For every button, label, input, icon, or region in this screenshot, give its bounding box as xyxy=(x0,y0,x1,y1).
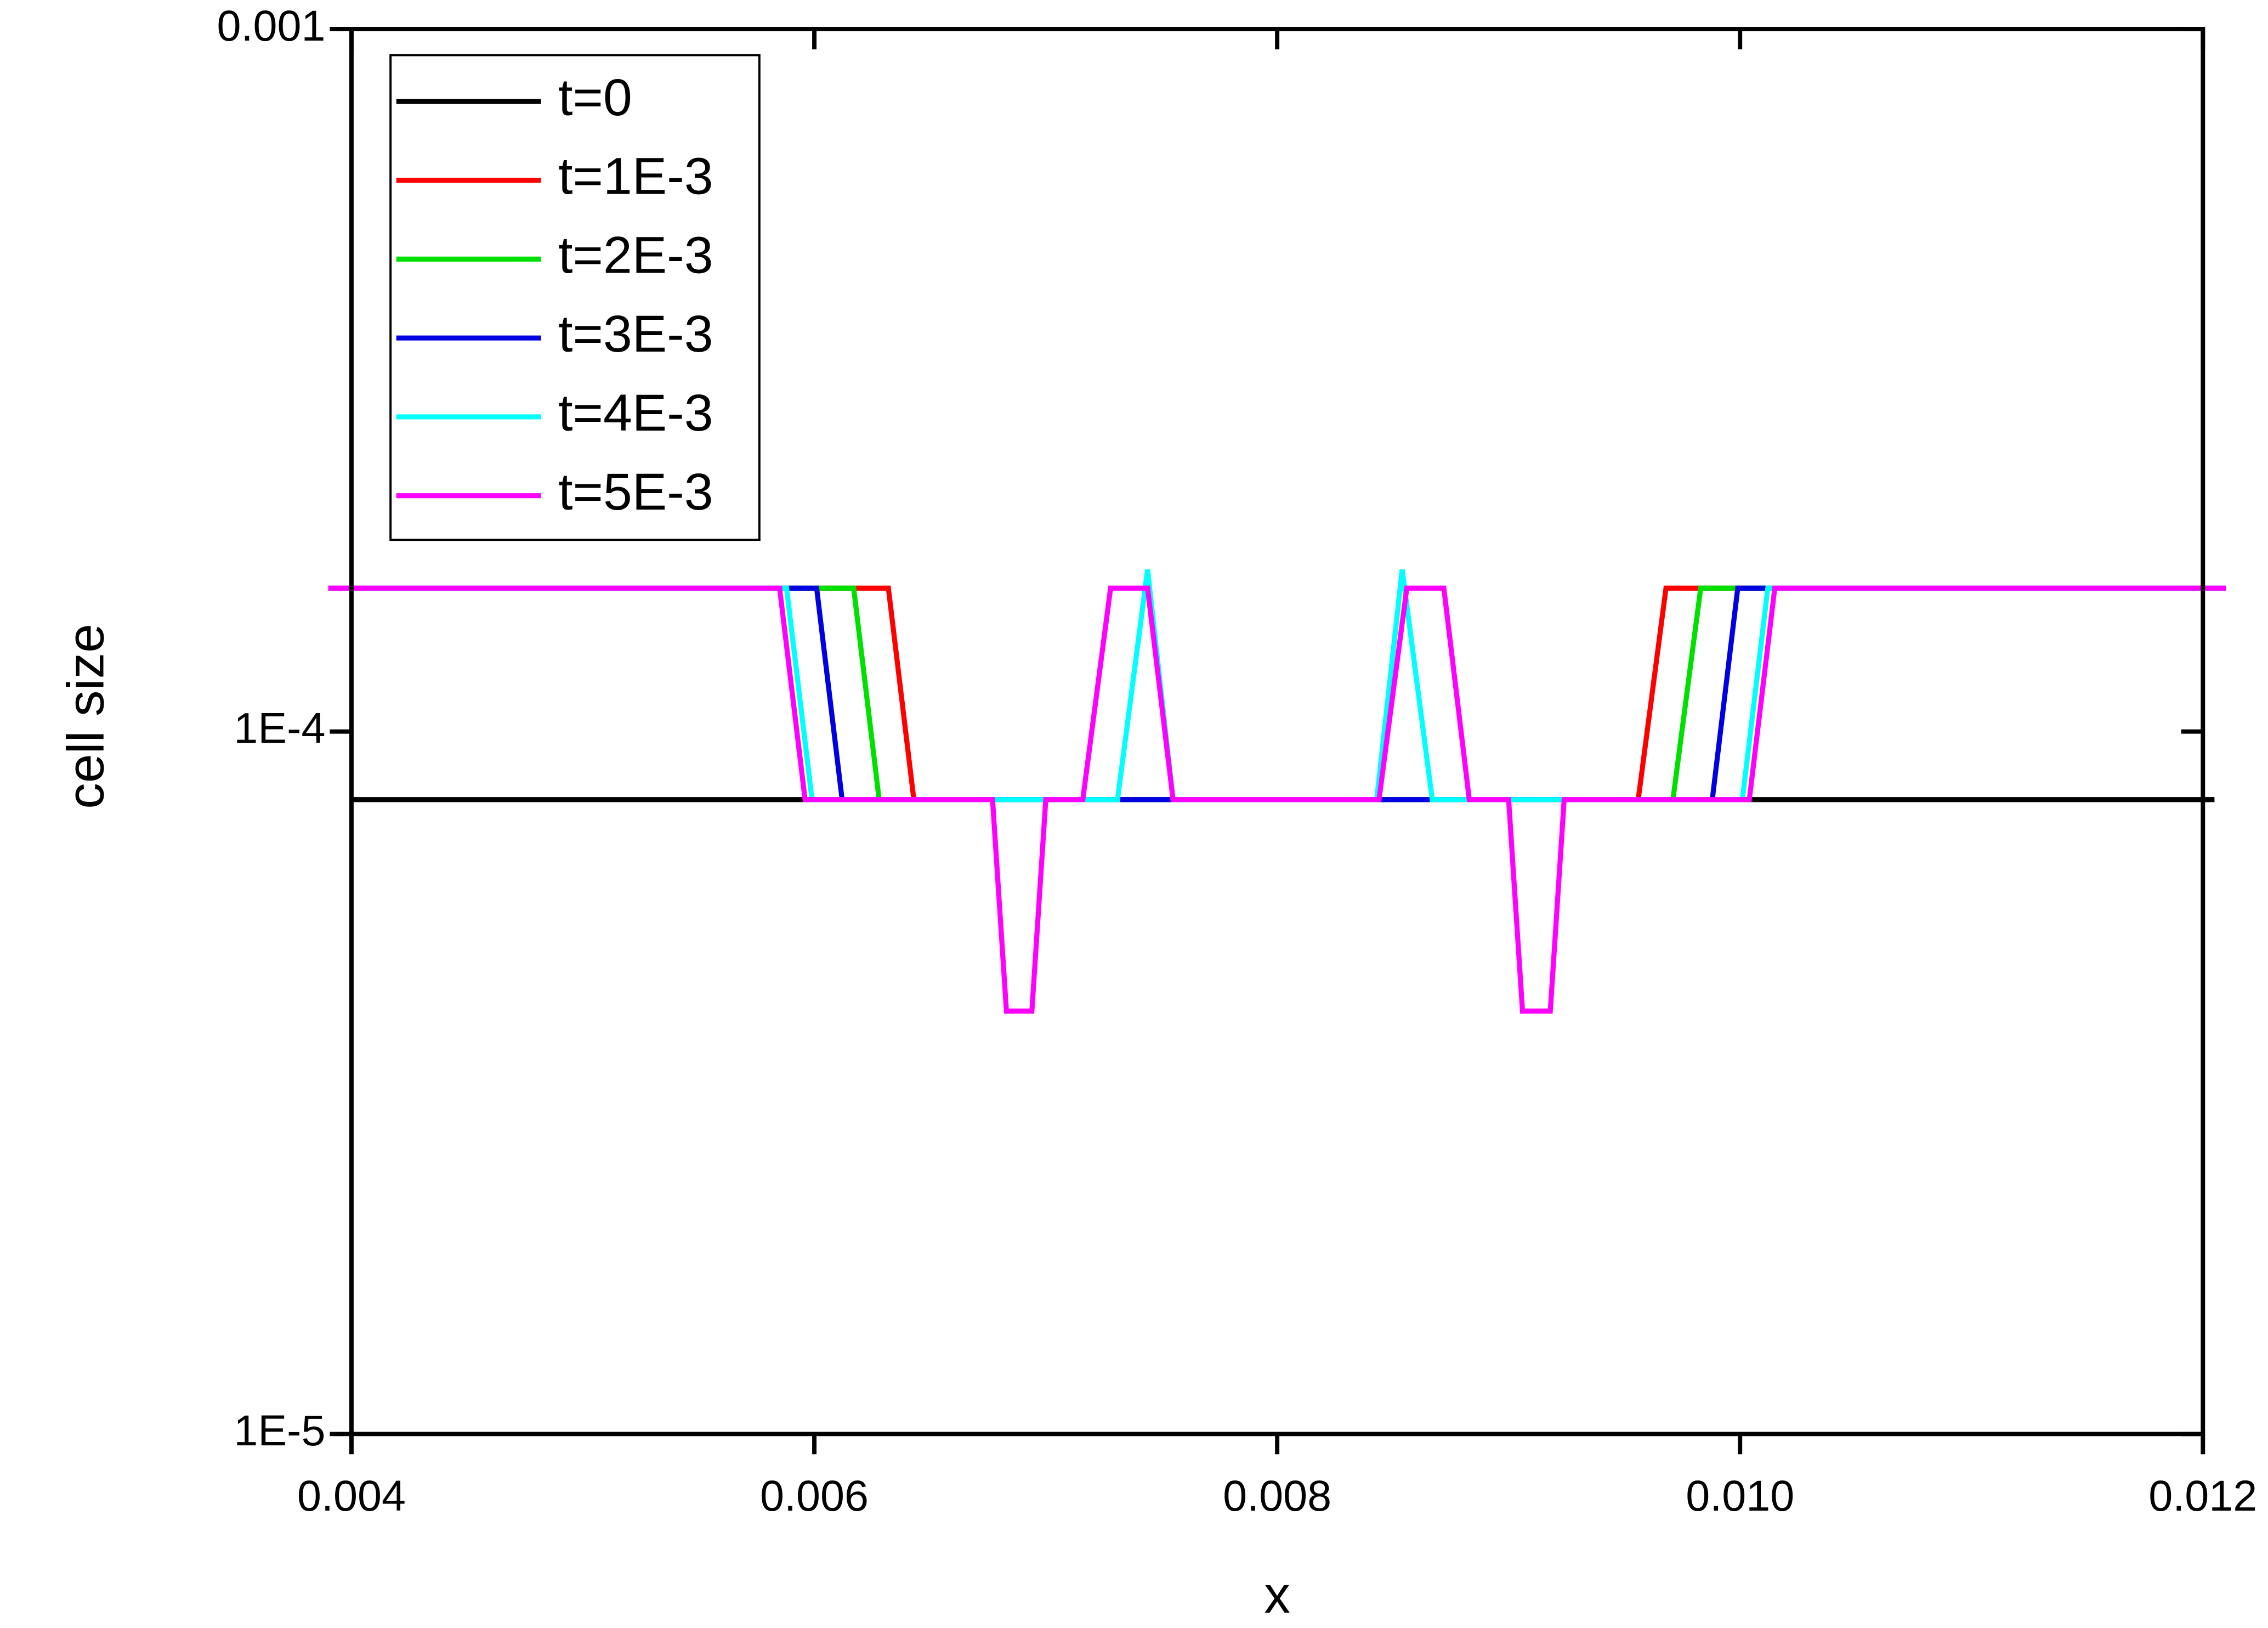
y-tick-label: 1E-5 xyxy=(234,1406,325,1455)
legend-label: t=5E-3 xyxy=(558,463,713,521)
legend-box xyxy=(389,54,761,541)
data-line xyxy=(328,569,2226,802)
legend-label: t=0 xyxy=(558,69,632,127)
data-line xyxy=(328,585,2226,1014)
legend-label: t=2E-3 xyxy=(558,226,713,284)
x-tick-label: 0.006 xyxy=(760,1471,869,1520)
legend-label: t=3E-3 xyxy=(558,305,713,363)
data-line xyxy=(328,585,2226,802)
y-tick-label: 1E-4 xyxy=(234,704,325,753)
x-tick-label: 0.004 xyxy=(297,1471,406,1520)
data-line xyxy=(328,585,2226,802)
y-tick-label: 0.001 xyxy=(217,1,325,50)
x-tick-label: 0.010 xyxy=(1686,1471,1794,1520)
data-line xyxy=(328,585,2226,802)
legend-label: t=1E-3 xyxy=(558,148,713,206)
legend-label: t=4E-3 xyxy=(558,384,713,442)
legend: t=0 t=1E-3 t=2E-3 t=3E-3 t=4E-3 t=5E-3 xyxy=(389,54,761,541)
x-axis-title: x xyxy=(1264,1566,1290,1624)
x-tick-label: 0.008 xyxy=(1223,1471,1331,1520)
x-tick-label: 0.012 xyxy=(2148,1471,2257,1520)
y-axis-title: cell size xyxy=(57,624,115,809)
